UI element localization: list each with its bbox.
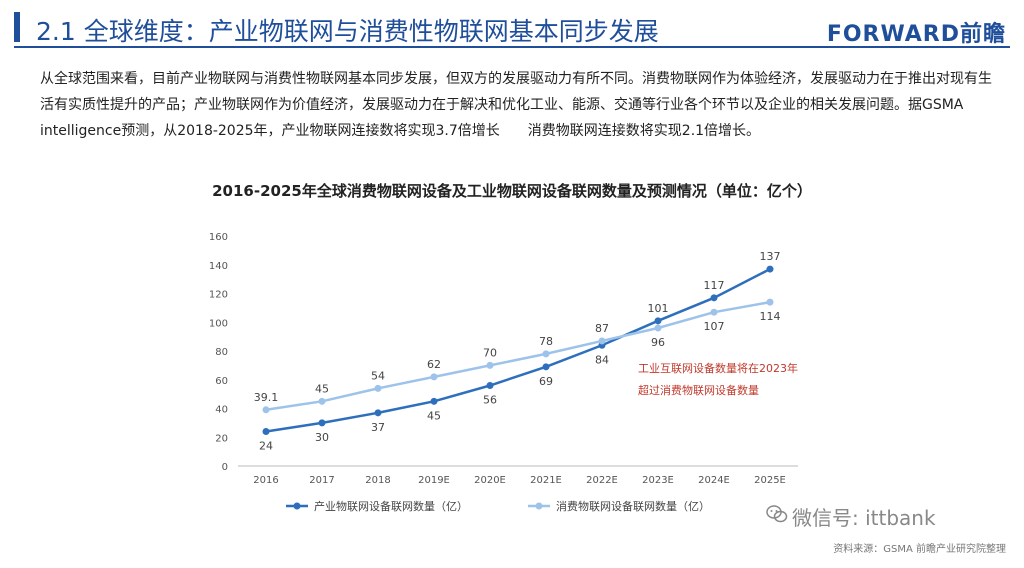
y-tick-label: 140 <box>209 261 228 272</box>
series-point <box>710 308 718 316</box>
y-tick-label: 20 <box>215 433 228 444</box>
x-tick-label: 2021E <box>530 475 562 486</box>
legend-marker <box>293 502 301 510</box>
series-line <box>265 300 771 412</box>
x-tick-label: 2020E <box>474 475 506 486</box>
data-label: 45 <box>315 382 329 395</box>
series-point <box>262 406 270 414</box>
data-label: 107 <box>704 320 725 333</box>
series-point <box>430 373 438 381</box>
y-tick-label: 100 <box>209 318 228 329</box>
data-label: 70 <box>483 346 497 359</box>
wechat-id: 微信号: ittbank <box>792 506 936 530</box>
data-label: 24 <box>259 440 273 453</box>
data-label: 37 <box>371 421 385 434</box>
y-tick-label: 60 <box>215 376 228 387</box>
y-tick-label: 160 <box>209 232 228 243</box>
x-tick-label: 2022E <box>586 475 618 486</box>
series-point <box>374 384 382 392</box>
brand-logo: FORWARD前瞻 <box>826 22 1006 47</box>
data-label: 117 <box>704 279 725 292</box>
chart-title: 2016-2025年全球消费物联网设备及工业物联网设备联网数量及预测情况（单位：… <box>212 182 812 200</box>
y-tick-label: 80 <box>215 347 228 358</box>
data-label: 78 <box>539 335 553 348</box>
data-label: 69 <box>539 375 553 388</box>
chart-lines: 24 30 37 45 56 69 84 101 117 137 39.1 45 54 62 70 78 87 9… <box>254 250 781 452</box>
x-tick-label: 2025E <box>754 475 786 486</box>
legend-label: 消费物联网设备联网数量（亿） <box>556 499 710 513</box>
series-point <box>262 428 270 435</box>
series-point <box>654 317 662 325</box>
y-tick-label: 120 <box>209 290 228 301</box>
title-bar: 2.1 全球维度：产业物联网与消费性物联网基本同步发展 FORWARD前瞻 <box>14 8 1010 48</box>
series-point <box>430 397 438 405</box>
series-point <box>374 409 382 417</box>
data-label: 39.1 <box>254 391 279 404</box>
data-label: 45 <box>427 409 441 422</box>
legend-label: 产业物联网设备联网数量（亿） <box>314 499 468 513</box>
annotation-text: 超过消费物联网设备数量 <box>638 383 759 397</box>
x-tick-label: 2019E <box>418 475 450 486</box>
chart-legend: 产业物联网设备联网数量（亿） 消费物联网设备联网数量（亿） <box>286 499 710 513</box>
data-label: 84 <box>595 353 609 366</box>
series-point <box>766 298 774 306</box>
series-point <box>542 363 550 371</box>
series-line <box>265 267 771 433</box>
series-point <box>654 324 662 332</box>
series-point <box>598 337 606 345</box>
series-point <box>486 361 494 369</box>
series-point <box>486 382 494 389</box>
data-label: 62 <box>427 358 441 371</box>
data-label: 56 <box>483 394 497 407</box>
series-point <box>710 294 718 302</box>
intro-paragraph: 从全球范围来看，目前产业物联网与消费性物联网基本同步发展，但双方的发展驱动力有所… <box>40 71 992 139</box>
y-tick-label: 40 <box>215 405 228 416</box>
series-point <box>318 419 326 427</box>
data-label: 87 <box>595 322 609 335</box>
title-accent-bar <box>14 12 20 42</box>
data-label: 96 <box>651 336 665 349</box>
wechat-icon <box>766 505 788 523</box>
x-tick-label: 2016 <box>253 475 278 486</box>
page-title: 2.1 全球维度：产业物联网与消费性物联网基本同步发展 <box>36 17 659 46</box>
series-point <box>766 265 774 273</box>
x-tick-label: 2017 <box>309 475 334 486</box>
data-label: 30 <box>315 431 329 444</box>
data-label: 54 <box>371 369 385 382</box>
data-label: 114 <box>760 310 781 323</box>
series-point <box>318 397 326 405</box>
x-tick-label: 2024E <box>698 475 730 486</box>
chart-axes: 0 20 40 60 80 100 120 140 160 2016 2017 2018 2019E 20… <box>209 232 798 486</box>
y-tick-label: 0 <box>222 462 228 473</box>
annotation-text: 工业互联网设备数量将在2023年 <box>638 361 798 375</box>
series-point <box>542 350 550 358</box>
source-note: 资料来源：GSMA 前瞻产业研究院整理 <box>833 544 1006 555</box>
data-label: 101 <box>648 302 669 315</box>
data-label: 137 <box>760 250 781 263</box>
x-tick-label: 2023E <box>642 475 674 486</box>
legend-marker <box>535 502 543 510</box>
x-tick-label: 2018 <box>365 475 390 486</box>
